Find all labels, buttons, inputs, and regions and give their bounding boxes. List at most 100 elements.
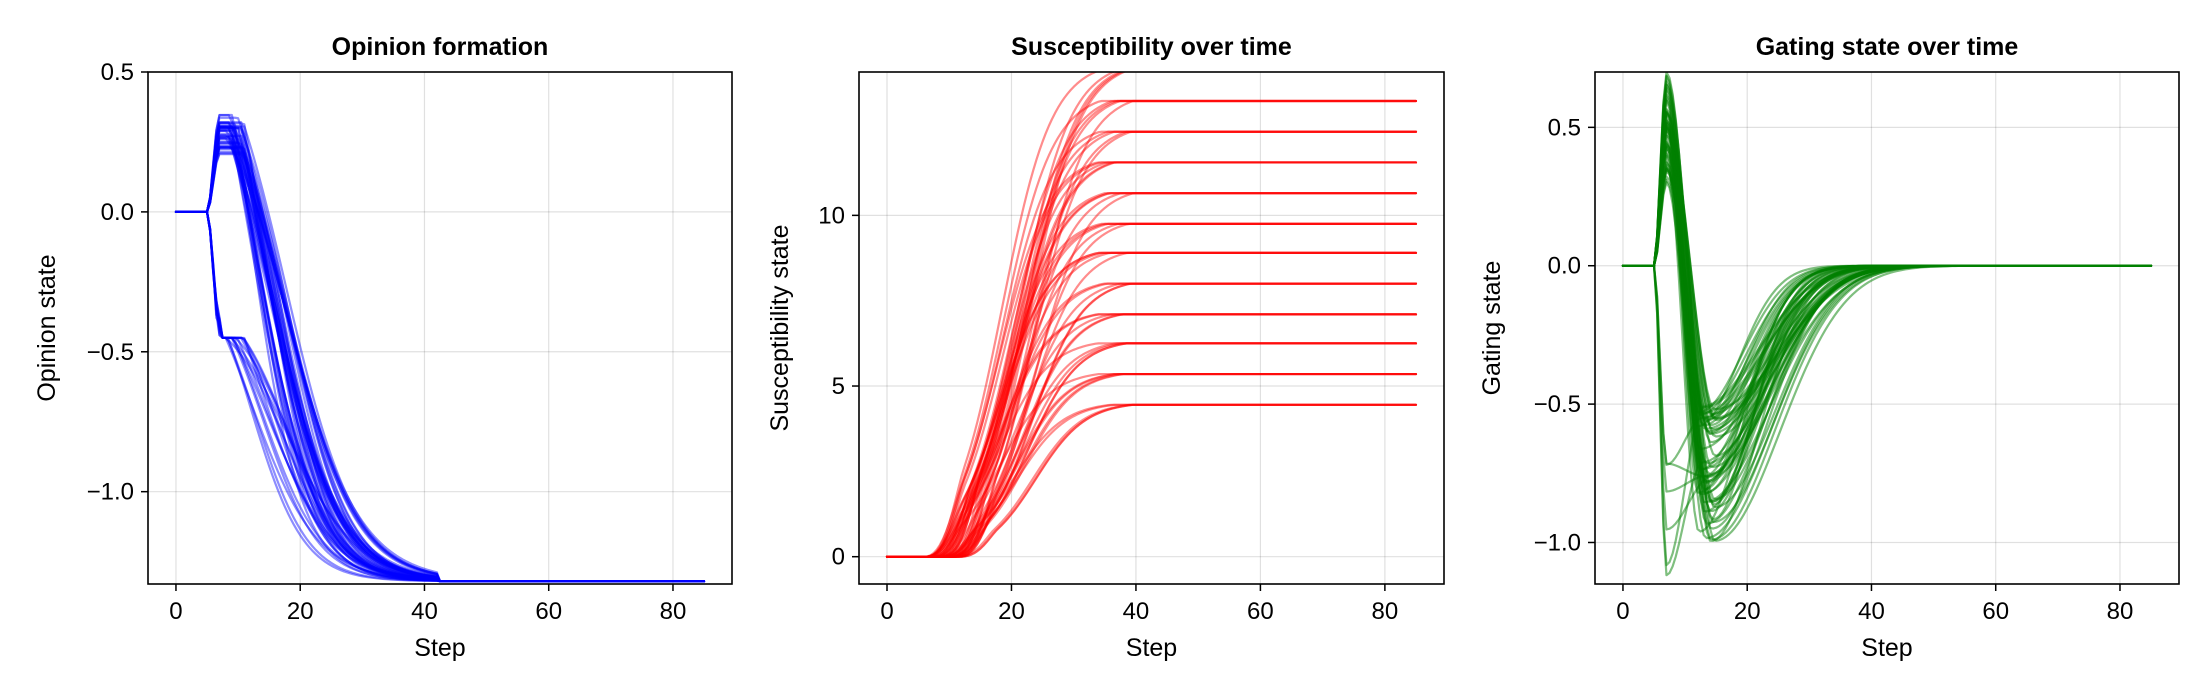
series-line-15 xyxy=(885,313,1418,558)
y-tick-label: −0.5 xyxy=(1534,391,1581,418)
panel-opinion-formation: 0 20 40 60 80 −1.0 −0.5 0.0 0.5 Opinion formation… xyxy=(33,33,733,662)
x-tick-label: 40 xyxy=(1123,598,1150,625)
y-tick-label: 0.5 xyxy=(101,59,134,86)
series-line-32 xyxy=(885,161,1418,558)
series-line-29 xyxy=(174,133,706,583)
series-line-41 xyxy=(1621,74,2153,542)
series-line-13 xyxy=(885,372,1418,558)
series-line-14 xyxy=(885,342,1418,558)
series-line-9 xyxy=(174,130,706,583)
series-line-8 xyxy=(885,161,1418,558)
series-line-7 xyxy=(885,192,1418,558)
series-line-16 xyxy=(885,282,1418,558)
series-line-20 xyxy=(174,210,706,583)
series-line-15 xyxy=(174,136,706,583)
series-line-1 xyxy=(885,372,1418,558)
series-line-46 xyxy=(885,99,1418,558)
series-line-59 xyxy=(174,126,706,583)
series-line-12 xyxy=(174,210,706,583)
series-line-41 xyxy=(885,251,1418,558)
series-line-56 xyxy=(174,210,706,583)
series-line-50 xyxy=(174,141,706,583)
series-line-19 xyxy=(885,192,1418,558)
series-line-59 xyxy=(885,72,1117,558)
x-tick-label: 0 xyxy=(880,598,893,625)
series-line-20 xyxy=(885,161,1418,558)
series-line-4 xyxy=(885,282,1418,558)
series-line-55 xyxy=(885,192,1418,558)
y-axis-label: Opinion state xyxy=(33,254,61,401)
x-tick-label: 20 xyxy=(998,598,1025,625)
series-line-36 xyxy=(174,210,706,583)
series-line-35 xyxy=(885,72,1127,558)
series-line-17 xyxy=(174,127,706,583)
series-line-29 xyxy=(885,251,1418,558)
series-line-42 xyxy=(885,222,1418,558)
plot-frame xyxy=(858,71,1445,585)
series-line-11 xyxy=(885,72,1123,558)
series-group xyxy=(174,113,706,583)
chart-title: Opinion formation xyxy=(332,33,549,61)
y-tick-label: 0.0 xyxy=(1548,253,1581,280)
series-line-42 xyxy=(174,153,706,583)
series-line-34 xyxy=(885,99,1418,558)
series-group xyxy=(885,72,1418,558)
series-line-28 xyxy=(174,210,706,583)
y-tick-label: −0.5 xyxy=(87,339,134,366)
series-line-11 xyxy=(174,137,706,583)
series-line-43 xyxy=(885,192,1418,558)
series-line-1 xyxy=(174,125,706,583)
plot-frame xyxy=(147,71,733,585)
series-line-46 xyxy=(174,129,706,583)
series-line-31 xyxy=(174,140,706,583)
x-tick-label: 60 xyxy=(535,598,562,625)
series-line-2 xyxy=(885,342,1418,558)
y-tick-label: 0.0 xyxy=(101,199,134,226)
series-line-22 xyxy=(174,137,706,583)
series-line-14 xyxy=(174,129,706,583)
series-line-18 xyxy=(885,222,1418,558)
series-line-18 xyxy=(174,142,706,583)
x-axis-label: Step xyxy=(1126,634,1177,662)
series-line-58 xyxy=(885,99,1418,558)
series-line-56 xyxy=(885,161,1418,558)
series-line-34 xyxy=(174,150,706,583)
x-tick-label: 40 xyxy=(1858,598,1885,625)
series-line-47 xyxy=(174,116,706,583)
series-line-49 xyxy=(174,145,706,583)
series-line-48 xyxy=(885,403,1418,558)
series-line-27 xyxy=(885,313,1418,558)
series-line-13 xyxy=(174,121,706,583)
series-line-28 xyxy=(885,282,1418,558)
series-line-37 xyxy=(885,372,1418,558)
x-tick-label: 20 xyxy=(287,598,314,625)
series-line-44 xyxy=(174,210,706,583)
x-tick-label: 0 xyxy=(169,598,182,625)
series-line-53 xyxy=(885,251,1418,558)
x-tick-label: 80 xyxy=(1372,598,1399,625)
series-line-35 xyxy=(174,145,706,583)
series-line-9 xyxy=(885,130,1418,558)
series-line-23 xyxy=(885,72,1125,558)
x-tick-label: 0 xyxy=(1616,598,1629,625)
series-line-39 xyxy=(885,313,1418,558)
series-line-30 xyxy=(174,134,706,583)
y-tick-label: −1.0 xyxy=(1534,529,1581,556)
series-line-40 xyxy=(885,282,1418,558)
panel-susceptibility: 0 20 40 60 80 0 5 10 Susceptibility over time Ste… xyxy=(766,33,1445,662)
series-line-50 xyxy=(885,342,1418,558)
series-line-24 xyxy=(174,210,706,583)
series-line-33 xyxy=(174,145,706,583)
series-line-36 xyxy=(885,403,1418,558)
x-axis-label: Step xyxy=(1861,634,1912,662)
series-line-38 xyxy=(885,342,1418,558)
series-line-39 xyxy=(174,135,706,583)
series-line-43 xyxy=(174,113,706,583)
x-axis-label: Step xyxy=(414,634,465,662)
x-tick-label: 60 xyxy=(1247,598,1274,625)
series-line-45 xyxy=(885,130,1418,558)
series-line-6 xyxy=(174,148,706,583)
series-line-41 xyxy=(174,129,706,583)
series-line-49 xyxy=(885,372,1418,558)
